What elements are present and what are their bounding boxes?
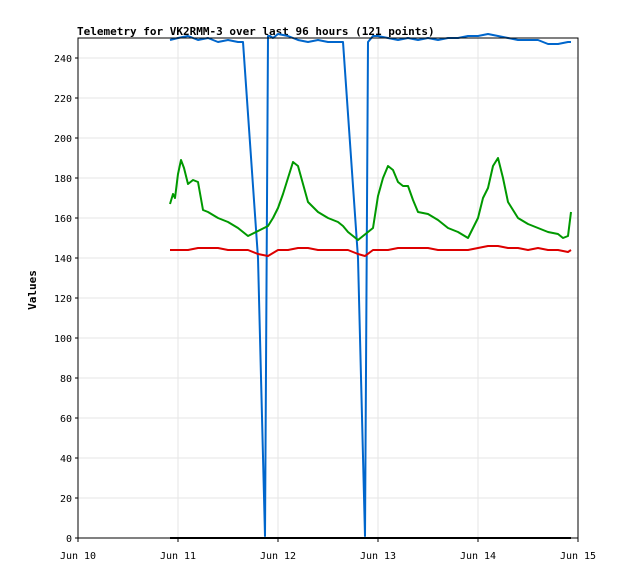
y-tick-labels: 0 20 40 60 80 100 120 140 160 180 200 220 240 xyxy=(54,54,72,545)
y-tick-label: 180 xyxy=(54,174,72,185)
x-tick-label: Jun 13 xyxy=(360,551,396,562)
y-tick-label: 160 xyxy=(54,214,72,225)
series-layer xyxy=(169,33,572,539)
y-tick-label: 60 xyxy=(60,414,72,425)
series-line-2 xyxy=(170,245,572,257)
x-tick-labels: Jun 10 Jun 11 Jun 12 Jun 13 Jun 14 Jun 15 xyxy=(60,551,596,562)
y-tick-label: 100 xyxy=(54,334,72,345)
x-tick-label: Jun 11 xyxy=(160,551,196,562)
y-tick-label: 220 xyxy=(54,94,72,105)
x-tick-label: Jun 14 xyxy=(460,551,496,562)
y-tick-label: 0 xyxy=(66,534,72,545)
series-line-0 xyxy=(169,33,571,537)
series-line-1 xyxy=(169,157,572,241)
axes xyxy=(75,37,579,542)
x-tick-label: Jun 12 xyxy=(260,551,296,562)
x-tick-label: Jun 15 xyxy=(560,551,596,562)
y-tick-label: 120 xyxy=(54,294,72,305)
x-tick-label: Jun 10 xyxy=(60,551,96,562)
y-tick-label: 40 xyxy=(60,454,72,465)
y-axis-label: Values xyxy=(26,270,39,310)
y-tick-label: 240 xyxy=(54,54,72,65)
grid-lines xyxy=(78,38,578,538)
y-tick-label: 80 xyxy=(60,374,72,385)
y-tick-label: 200 xyxy=(54,134,72,145)
plot-frame xyxy=(77,37,579,539)
chart-title: Telemetry for VK2RMM-3 over last 96 hour… xyxy=(77,25,435,38)
y-tick-label: 20 xyxy=(60,494,72,505)
y-tick-label: 140 xyxy=(54,254,72,265)
